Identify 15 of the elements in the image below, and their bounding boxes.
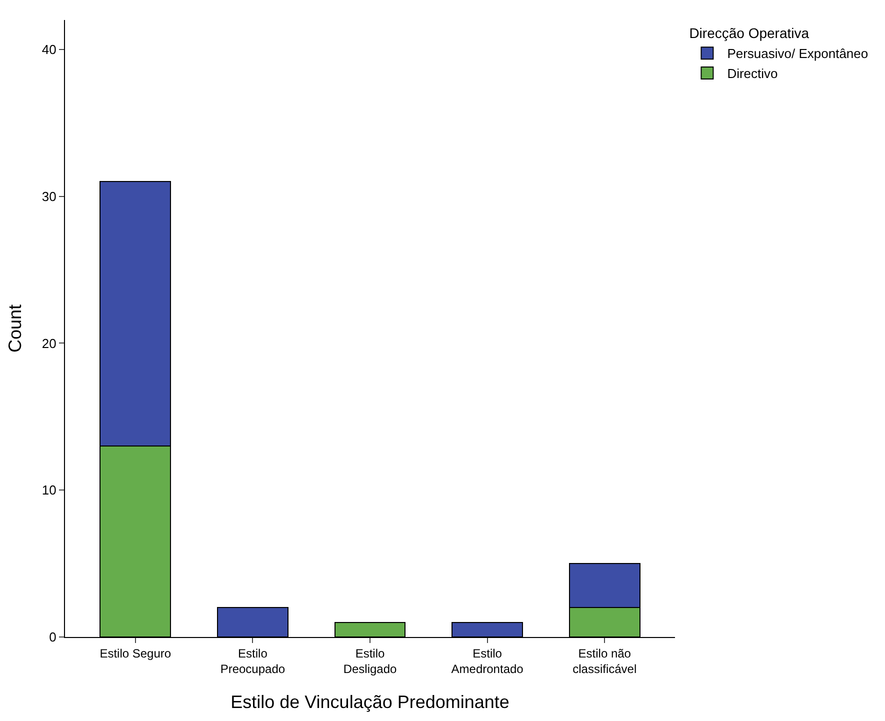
- legend-label: Directivo: [727, 66, 778, 82]
- y-axis-title: Count: [5, 304, 26, 353]
- y-tick-label: 30: [42, 188, 56, 204]
- x-tick-label: Estilo Preocupado: [220, 646, 286, 676]
- x-tick-label: Estilo não classificável: [572, 646, 637, 676]
- y-tick-label: 10: [42, 482, 56, 498]
- x-tick-label: Estilo Seguro: [100, 646, 172, 660]
- x-tick-label: Estilo Desligado: [343, 646, 398, 676]
- x-axis-title: Estilo de Vinculação Predominante: [230, 692, 510, 712]
- legend-label: Persuasivo/ Expontâneo: [727, 46, 868, 62]
- legend-title: Direcção Operativa: [689, 25, 810, 42]
- x-tick-label: Estilo Amedrontado: [451, 646, 524, 676]
- y-tick-label: 40: [42, 42, 56, 57]
- y-tick-label: 20: [42, 336, 56, 351]
- y-tick-label: 0: [49, 630, 56, 645]
